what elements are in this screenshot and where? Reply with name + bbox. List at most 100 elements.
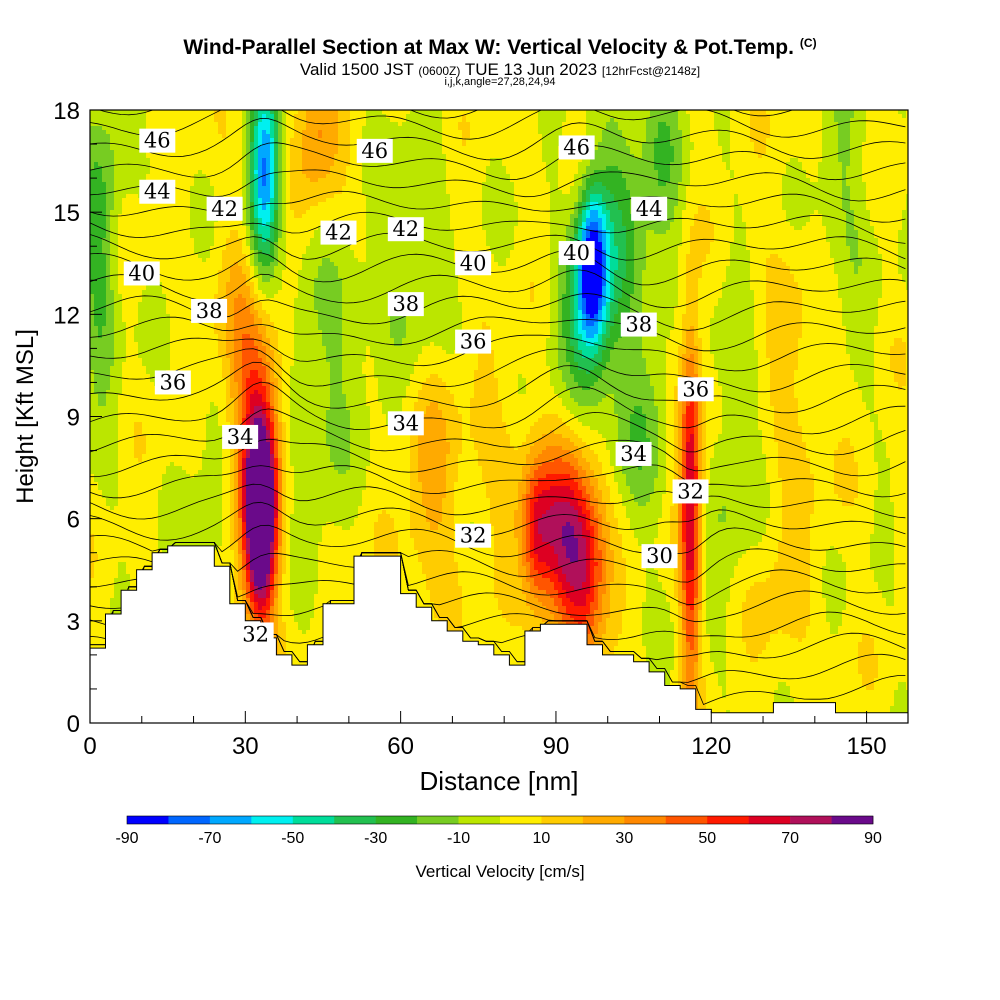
contour-label-text: 42 xyxy=(325,221,352,245)
contour-label: 42 xyxy=(387,217,424,242)
contour-label-box xyxy=(387,292,424,317)
colorbar-tick-label: -90 xyxy=(115,830,138,847)
contour-label-text: 36 xyxy=(159,370,186,394)
contour-label: 36 xyxy=(154,370,191,395)
colorbar: -90 -70 -50 -30 -10 10 30 50 70 90 xyxy=(115,815,882,847)
contour-label-text: 34 xyxy=(620,442,647,466)
contour-label: 36 xyxy=(455,329,492,354)
contour-label-text: 30 xyxy=(646,544,673,568)
x-tick-label: 90 xyxy=(543,733,570,760)
colorbar-swatch xyxy=(334,816,376,824)
contour-label-box xyxy=(615,441,652,466)
colorbar-swatch xyxy=(624,816,667,824)
chart-title: Wind-Parallel Section at Max W: Vertical… xyxy=(0,36,1000,60)
colorbar-swatch xyxy=(168,816,211,824)
contour-label: 38 xyxy=(191,298,228,323)
contour-label-box xyxy=(139,179,176,204)
contour-label-box xyxy=(356,138,393,163)
contour-label-box xyxy=(237,622,274,647)
contour-label-box xyxy=(123,261,160,286)
contour-label: 34 xyxy=(387,411,424,436)
chart-subtitle: Valid 1500 JST (0600Z) TUE 13 Jun 2023 [… xyxy=(0,60,1000,80)
y-tick-label: 9 xyxy=(67,405,80,432)
contour-label-text: 46 xyxy=(361,139,388,163)
contour-label-text: 42 xyxy=(211,197,238,221)
x-axis-label: Distance [nm] xyxy=(420,766,579,796)
colorbar-swatch xyxy=(292,816,335,824)
terrain-mask xyxy=(89,545,909,724)
chart-indices: i,j,k,angle=27,28,24,94 xyxy=(0,76,1000,88)
theta-contour-line xyxy=(90,334,906,372)
theta-contour-line xyxy=(90,232,906,261)
contour-label-text: 44 xyxy=(144,180,171,204)
contour-label-box xyxy=(387,217,424,242)
colorbar-swatch xyxy=(209,816,252,824)
contour-label-text: 34 xyxy=(392,411,419,435)
contour-label: 40 xyxy=(558,241,595,266)
colorbar-swatch xyxy=(831,816,874,824)
contour-label-text: 38 xyxy=(196,299,223,323)
theta-contour-line xyxy=(90,142,906,181)
contour-label: 42 xyxy=(320,220,357,245)
contour-label-box xyxy=(641,544,678,569)
contour-label: 40 xyxy=(455,251,492,276)
colorbar-tick-label: -30 xyxy=(364,830,387,847)
x-tick-label: 0 xyxy=(83,733,96,760)
colorbar-swatch xyxy=(541,816,584,824)
x-tick-label: 150 xyxy=(847,733,887,760)
colorbar-swatch xyxy=(582,816,625,824)
contour-label-text: 46 xyxy=(144,129,171,153)
colorbar-tick-label: 30 xyxy=(615,830,633,847)
colorbar-title: Vertical Velocity [cm/s] xyxy=(0,862,1000,882)
theta-contour-line xyxy=(90,381,906,435)
colorbar-tick-label: -50 xyxy=(281,830,304,847)
theta-contour-line xyxy=(90,269,906,309)
theta-contour-line xyxy=(90,501,906,541)
theta-contour-line xyxy=(90,169,906,202)
contour-label-box xyxy=(631,196,668,221)
contour-label: 40 xyxy=(123,261,160,286)
colorbar-swatch xyxy=(458,816,501,824)
contour-label: 46 xyxy=(558,135,595,160)
theta-contour-line xyxy=(90,211,906,244)
colorbar-swatch xyxy=(127,816,169,824)
contour-label: 32 xyxy=(672,479,709,504)
contour-label-box xyxy=(455,329,492,354)
contour-label-box xyxy=(558,241,595,266)
contour-label-box xyxy=(387,411,424,436)
colorbar-tick-label: 90 xyxy=(864,830,882,847)
colorbar-tick-label: 50 xyxy=(698,830,716,847)
vertical-velocity-field xyxy=(90,110,908,723)
contour-label-box xyxy=(191,298,228,323)
theta-contour-line xyxy=(98,110,794,119)
theta-contour-line xyxy=(90,110,906,140)
colorbar-swatch xyxy=(375,816,418,824)
colorbar-frame xyxy=(126,815,874,825)
contour-label-text: 40 xyxy=(128,261,155,285)
contour-label-text: 44 xyxy=(636,197,663,221)
colorbar-tick-label: 70 xyxy=(781,830,799,847)
x-tick-label: 30 xyxy=(232,733,259,760)
theta-contour-line xyxy=(90,483,906,520)
contour-label-box xyxy=(620,312,657,337)
contour-labels: 46 44 42 40 38 36 34 32 46 42 42 38 40 36 34 32 46 44 40 38… xyxy=(123,128,714,647)
theta-contour-line xyxy=(90,464,906,499)
theta-contour-line xyxy=(90,117,906,161)
contour-label-box xyxy=(154,370,191,395)
x-tick-label: 120 xyxy=(691,733,731,760)
contour-label-box xyxy=(672,479,709,504)
contour-label: 32 xyxy=(455,523,492,548)
contour-label: 30 xyxy=(641,544,678,569)
contour-label-box xyxy=(455,523,492,548)
contour-label-box xyxy=(320,220,357,245)
theta-contours xyxy=(90,110,906,706)
contour-label-text: 36 xyxy=(460,330,487,354)
contour-label: 38 xyxy=(387,292,424,317)
theta-contour-line xyxy=(90,524,906,558)
theta-contour-line xyxy=(90,250,906,286)
contour-label: 46 xyxy=(139,128,176,153)
contour-label-text: 32 xyxy=(677,479,704,503)
